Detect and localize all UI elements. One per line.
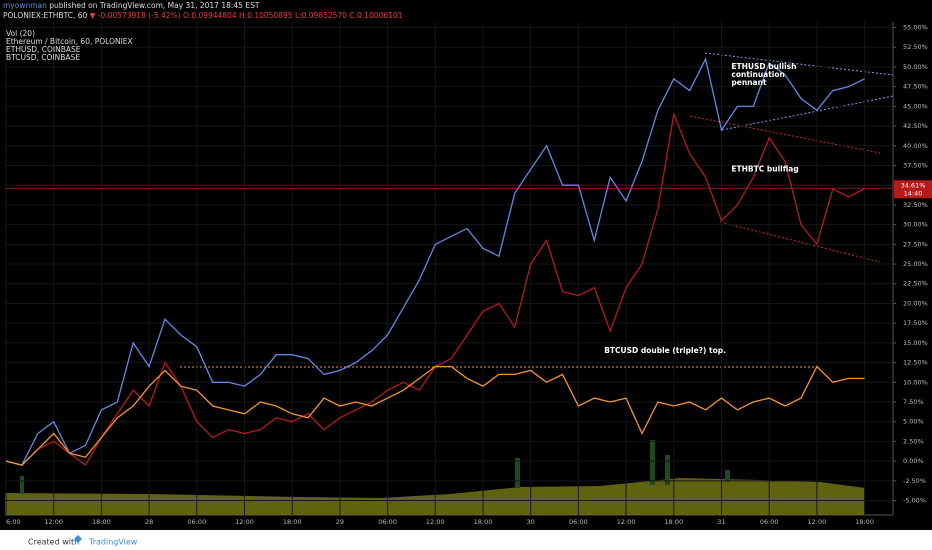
y-tick-label: 47.50% (903, 83, 928, 91)
change: ▼ -0.00573918 (-5.42%) (90, 11, 181, 20)
y-tick-label: 15.00% (903, 339, 928, 347)
legend-entry: BTCUSD, COINBASE (6, 53, 80, 62)
x-tick-label: 18:00 (474, 518, 493, 526)
y-tick-label: -2.50% (903, 477, 926, 485)
annotation-line: BTCUSD double (triple?) top. (604, 346, 726, 355)
annotation-line: continuation (731, 70, 784, 79)
legend-entry: Ethereum / Bitcoin, 60, POLONIEX (6, 37, 133, 46)
y-tick-label: 37.50% (903, 161, 928, 169)
y-tick-label: 2.50% (903, 437, 924, 445)
y-tick-label: 20.00% (903, 299, 928, 307)
x-tick-label: 18:00 (855, 518, 874, 526)
y-tick-label: 52.50% (903, 43, 928, 51)
series-line (5, 57, 865, 466)
legend-indicator: Vol (20) (6, 29, 35, 38)
y-tick-label: -5.00% (903, 497, 926, 505)
last-value-label: 34.61% (901, 181, 926, 189)
x-tick-label: 29 (336, 518, 344, 526)
y-tick-label: 42.50% (903, 122, 928, 130)
x-tick-label: 06:00 (760, 518, 779, 526)
x-tick-label: 06:00 (569, 518, 588, 526)
x-tick-label: 06:00 (378, 518, 397, 526)
x-tick-label: 18:00 (664, 518, 683, 526)
annotation: ETHUSD bullish continuation pennant (731, 62, 796, 87)
annotation-line: ETHBTC bullflag (731, 164, 798, 173)
x-tick-label: 12:00 (808, 518, 827, 526)
annotation: BTCUSD double (triple?) top. (604, 346, 726, 355)
last-time-label: 14:40 (904, 189, 923, 197)
open: O:0.09944804 (183, 11, 237, 20)
chart-background (0, 0, 932, 530)
low: L:0.09852570 (295, 11, 347, 20)
y-tick-label: 55.00% (903, 24, 928, 32)
x-tick-label: 18:00 (283, 518, 302, 526)
y-tick-label: 22.50% (903, 280, 928, 288)
x-tick-label: 28 (145, 518, 153, 526)
y-tick-label: 45.00% (903, 102, 928, 110)
x-tick-label: 30 (527, 518, 535, 526)
header-line: myownman published on TradingView.com, M… (3, 1, 260, 10)
y-tick-label: 7.50% (903, 398, 924, 406)
x-tick-label: 12:00 (235, 518, 254, 526)
x-tick-label: 06:00 (187, 518, 206, 526)
footer-created: Created with (28, 538, 79, 547)
symbol-line: POLONIEX:ETHBTC, 60 ▼ -0.00573918 (-5.42… (3, 11, 403, 20)
x-tick-label: 12:00 (44, 518, 63, 526)
close: C:0.10006101 (349, 11, 402, 20)
published: published on TradingView.com, May 31, 20… (49, 1, 260, 10)
author[interactable]: myownman (3, 1, 47, 10)
x-tick-label: 18:00 (92, 518, 111, 526)
y-tick-label: 25.00% (903, 260, 928, 268)
y-tick-label: 30.00% (903, 221, 928, 229)
y-tick-label: 40.00% (903, 142, 928, 150)
trend-line (704, 52, 894, 76)
y-tick-label: 32.50% (903, 201, 928, 209)
y-tick-label: 27.50% (903, 240, 928, 248)
y-tick-label: 50.00% (903, 63, 928, 71)
series-line (5, 365, 865, 466)
symbol: POLONIEX:ETHBTC, 60 (3, 11, 87, 20)
volume-bars (20, 440, 730, 494)
y-tick-label: 17.50% (903, 319, 928, 327)
x-tick-label: 12:00 (426, 518, 445, 526)
trend-line (719, 221, 881, 263)
annotation-line: pennant (731, 78, 767, 87)
x-tick-label: 12:00 (617, 518, 636, 526)
y-tick-label: 12.50% (903, 359, 928, 367)
last-value-badge (894, 180, 932, 199)
y-tick-label: 10.00% (903, 378, 928, 386)
brand-icon (74, 535, 82, 543)
footer-brand[interactable]: TradingView (88, 538, 138, 547)
footer-background (0, 530, 932, 550)
y-tick-label: 0.00% (903, 457, 924, 465)
annotation-line: ETHUSD bullish (731, 62, 796, 71)
x-tick-label: 6:00 (6, 518, 21, 526)
legend-entry: ETHUSD, COINBASE (6, 45, 81, 54)
annotation: ETHBTC bullflag (731, 164, 798, 173)
x-tick-label: 31 (717, 518, 725, 526)
y-tick-label: 5.00% (903, 418, 924, 426)
high: H:0.10050895 (239, 11, 293, 20)
